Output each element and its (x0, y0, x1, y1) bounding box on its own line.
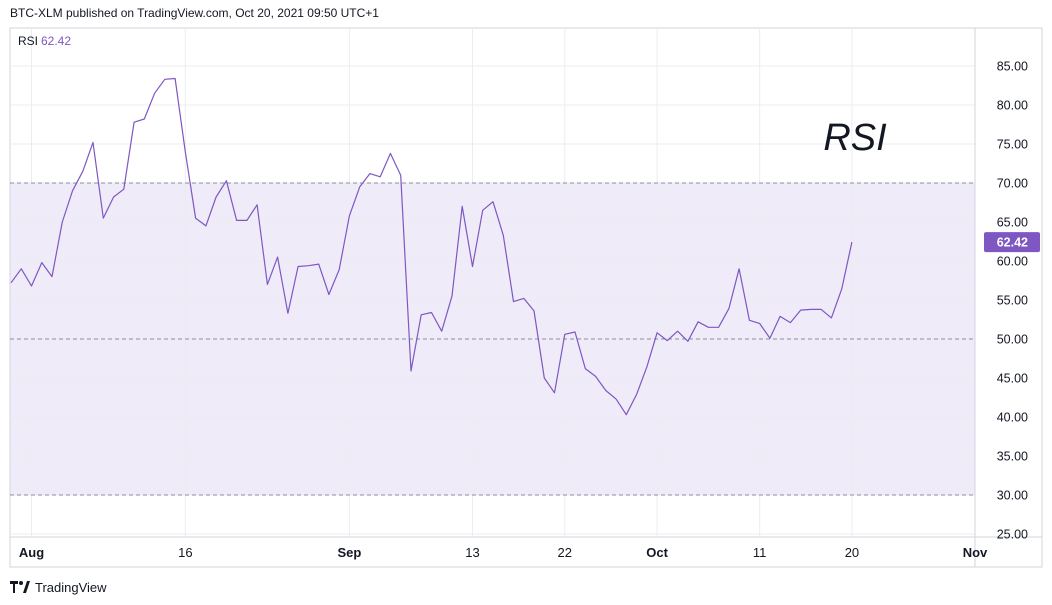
x-tick-label: Nov (963, 545, 988, 560)
legend-value: 62.42 (41, 34, 71, 48)
y-tick-label: 70.00 (997, 177, 1028, 191)
y-tick-label: 75.00 (997, 138, 1028, 152)
y-tick-label: 80.00 (997, 99, 1028, 113)
chart-title: RSI (823, 117, 887, 159)
x-tick-label: Aug (19, 545, 44, 560)
x-tick-label: 22 (558, 545, 572, 560)
y-tick-label: 50.00 (997, 333, 1028, 347)
y-tick-label: 65.00 (997, 216, 1028, 230)
chart-frame (9, 27, 1043, 568)
footer-brand[interactable]: TradingView (10, 578, 107, 596)
y-tick-label: 85.00 (997, 60, 1028, 74)
tradingview-logo-icon (10, 581, 30, 593)
x-tick-label: Oct (646, 545, 668, 560)
last-value-tag (984, 232, 1040, 253)
x-tick-label: 13 (465, 545, 479, 560)
y-tick-label: 40.00 (997, 411, 1028, 425)
y-tick-label: 30.00 (997, 489, 1028, 503)
x-tick-label: Sep (338, 545, 362, 560)
footer-brand-label: TradingView (35, 579, 107, 595)
legend-name[interactable]: RSI (18, 34, 38, 48)
y-tick-label: 60.00 (997, 255, 1028, 269)
y-tick-label: 55.00 (997, 294, 1028, 308)
y-tick-label: 25.00 (997, 528, 1028, 542)
last-value-label: 62.42 (997, 236, 1028, 250)
rsi-line (10, 77, 853, 416)
chart-header: BTC-XLM published on TradingView.com, Oc… (10, 6, 379, 20)
x-tick-label: 20 (845, 545, 859, 560)
y-tick-label: 35.00 (997, 450, 1028, 464)
y-tick-label: 45.00 (997, 372, 1028, 386)
x-tick-label: 11 (753, 545, 767, 560)
x-tick-label: 16 (178, 545, 192, 560)
